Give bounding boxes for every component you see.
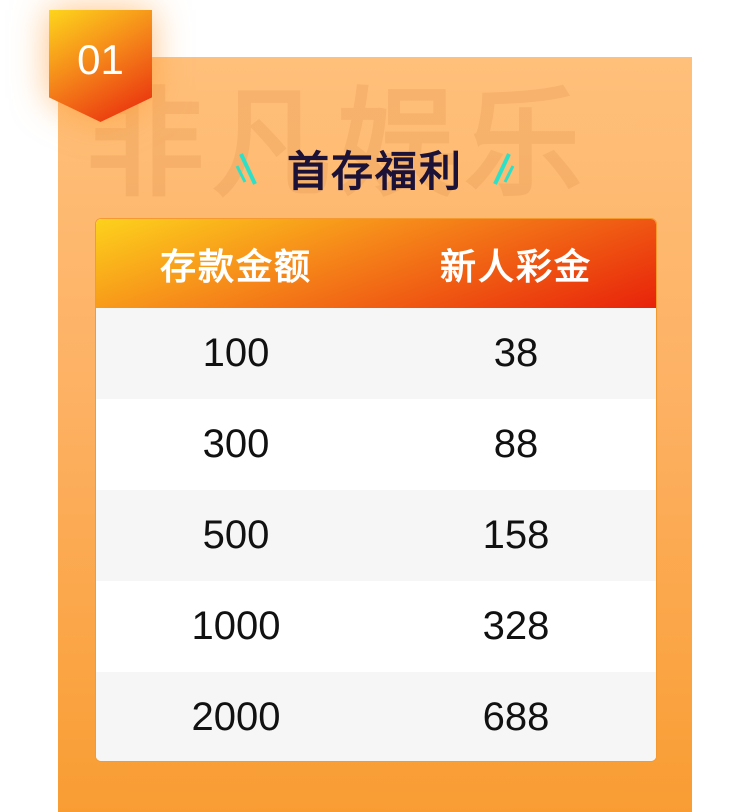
bonus-cell: 88	[493, 422, 539, 466]
table-row: 300 88	[96, 399, 656, 490]
table-row: 500 158	[96, 490, 656, 581]
section-title: 首存福利	[286, 146, 463, 196]
slash-decor-left-icon	[235, 153, 257, 185]
bonus-cell: 688	[482, 695, 550, 739]
deposit-cell: 300	[202, 422, 270, 466]
bonus-cell: 38	[493, 331, 539, 375]
slash-decor-right-icon	[493, 153, 515, 185]
section-header: 首存福利	[58, 138, 692, 198]
deposit-cell: 100	[202, 331, 270, 375]
header-new-user-bonus: 新人彩金	[439, 246, 592, 288]
table-row: 2000 688	[96, 672, 656, 761]
bonus-cell: 158	[482, 513, 550, 557]
table-header: 存款金额 新人彩金	[96, 219, 656, 308]
deposit-cell: 2000	[191, 695, 281, 739]
deposit-cell: 500	[202, 513, 270, 557]
deposit-cell: 1000	[191, 604, 281, 648]
bonus-cell: 328	[482, 604, 550, 648]
header-deposit-amount: 存款金额	[159, 246, 312, 288]
badge-number: 01	[77, 36, 124, 83]
table-row: 100 38	[96, 308, 656, 399]
section-number-badge: 01	[49, 10, 152, 122]
watermark-logo: 非凡娱乐	[86, 75, 591, 213]
bonus-table: 存款金额 新人彩金 100 38 300 88 500 158 1000 328 200…	[95, 218, 657, 762]
table-row: 1000 328	[96, 581, 656, 672]
